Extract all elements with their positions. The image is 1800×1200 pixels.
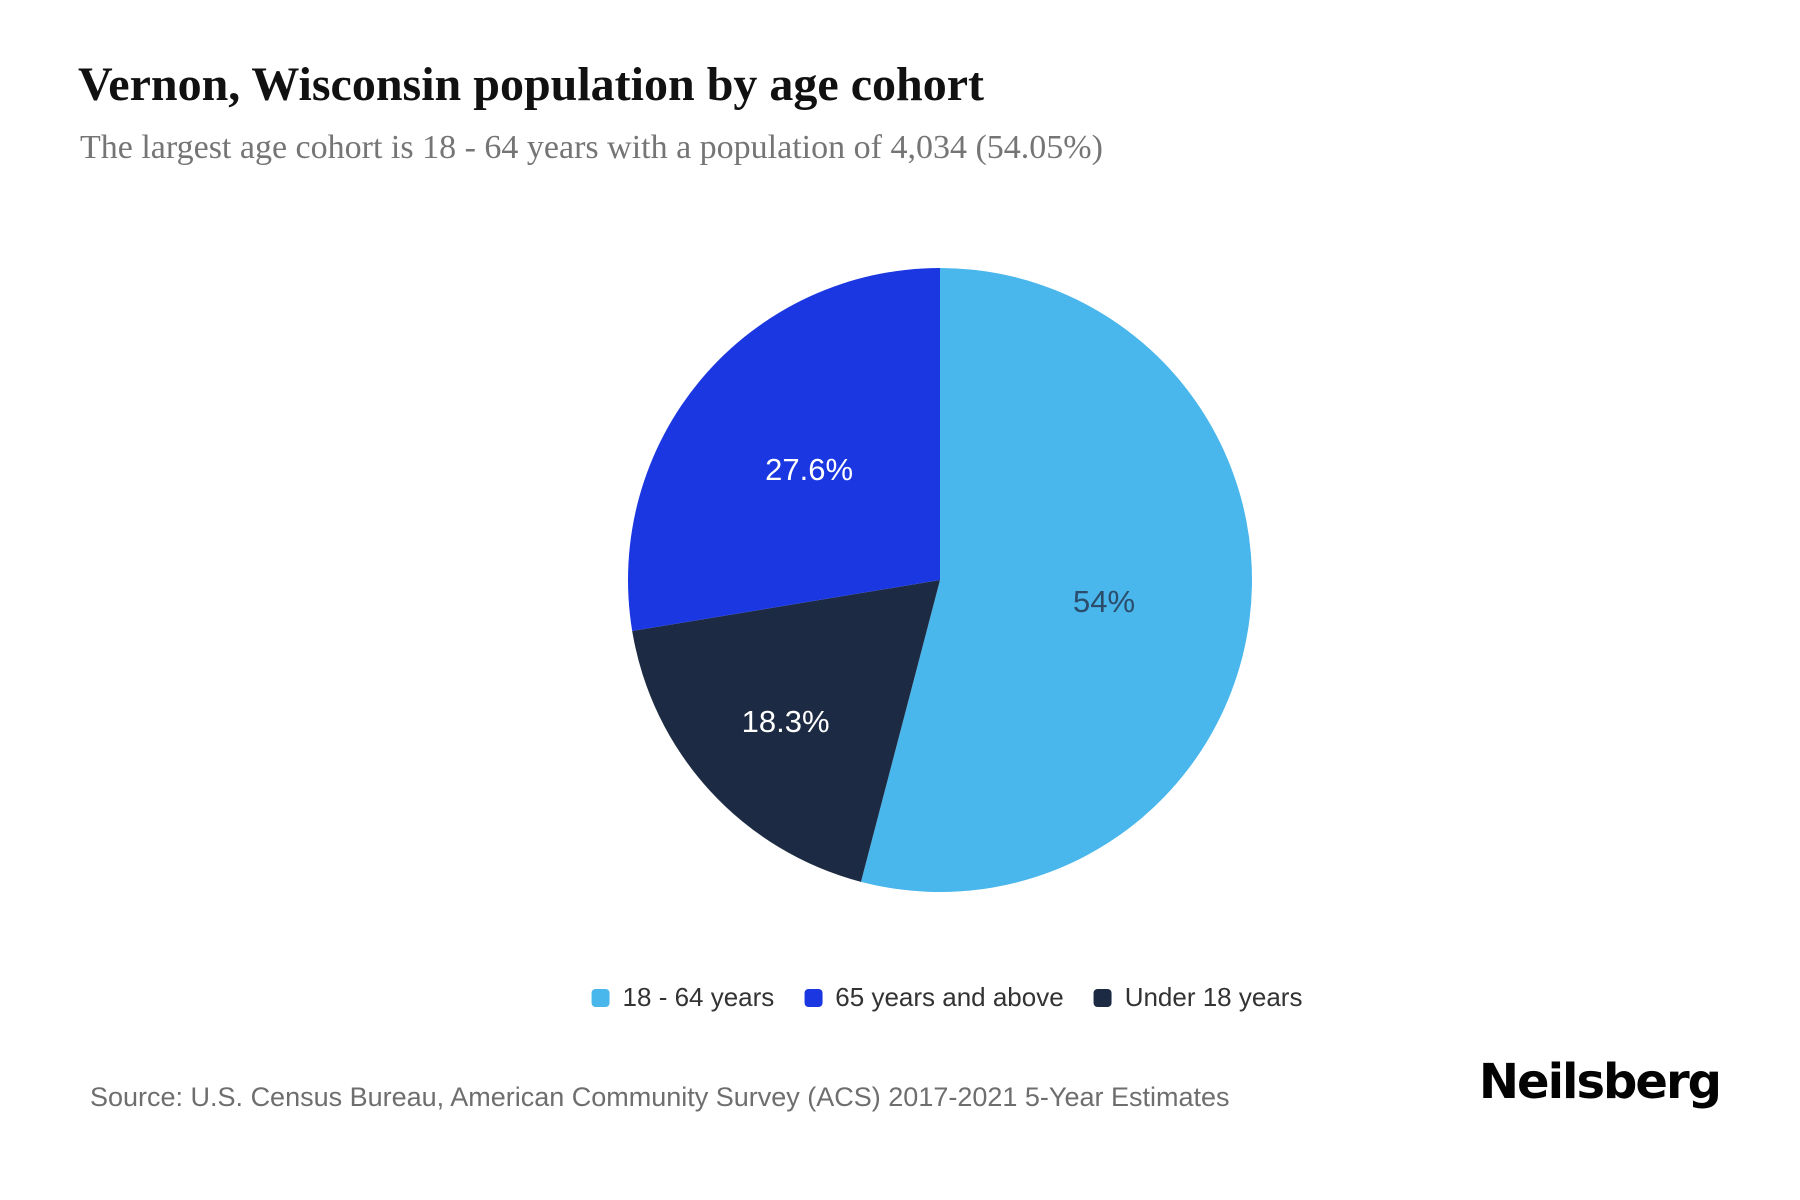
legend-marker-icon (804, 988, 823, 1007)
page-subtitle: The largest age cohort is 18 - 64 years … (80, 129, 1103, 166)
legend-label: 18 - 64 years (622, 982, 775, 1012)
pie-slice-18-64-years[interactable] (860, 268, 1252, 893)
legend-marker-icon (591, 988, 610, 1007)
legend: 18 - 64 years 65 years and above Under 18 … (591, 982, 1303, 1013)
legend-marker-icon (1093, 988, 1112, 1007)
source-note: Source: U.S. Census Bureau, American Com… (90, 1082, 1230, 1112)
pie-slice-under-18-years[interactable] (632, 580, 940, 882)
pie-slice-65-years-and-above[interactable] (628, 268, 940, 632)
legend-item-under-18-years[interactable]: Under 18 years (1093, 982, 1303, 1013)
legend-item-65-years-and-above[interactable]: 65 years and above (804, 982, 1064, 1013)
pie-chart: 54%18.3%27.6% (628, 268, 1252, 893)
legend-item-18-64-years[interactable]: 18 - 64 years (591, 982, 775, 1013)
legend-label: Under 18 years (1124, 982, 1303, 1012)
pie-chart-area: 54% 18.3% 27.6% (590, 230, 1290, 930)
legend-label: 65 years and above (835, 982, 1064, 1012)
brand-logo: Neilsberg (1478, 1054, 1722, 1110)
page-title: Vernon, Wisconsin population by age coho… (78, 58, 984, 111)
